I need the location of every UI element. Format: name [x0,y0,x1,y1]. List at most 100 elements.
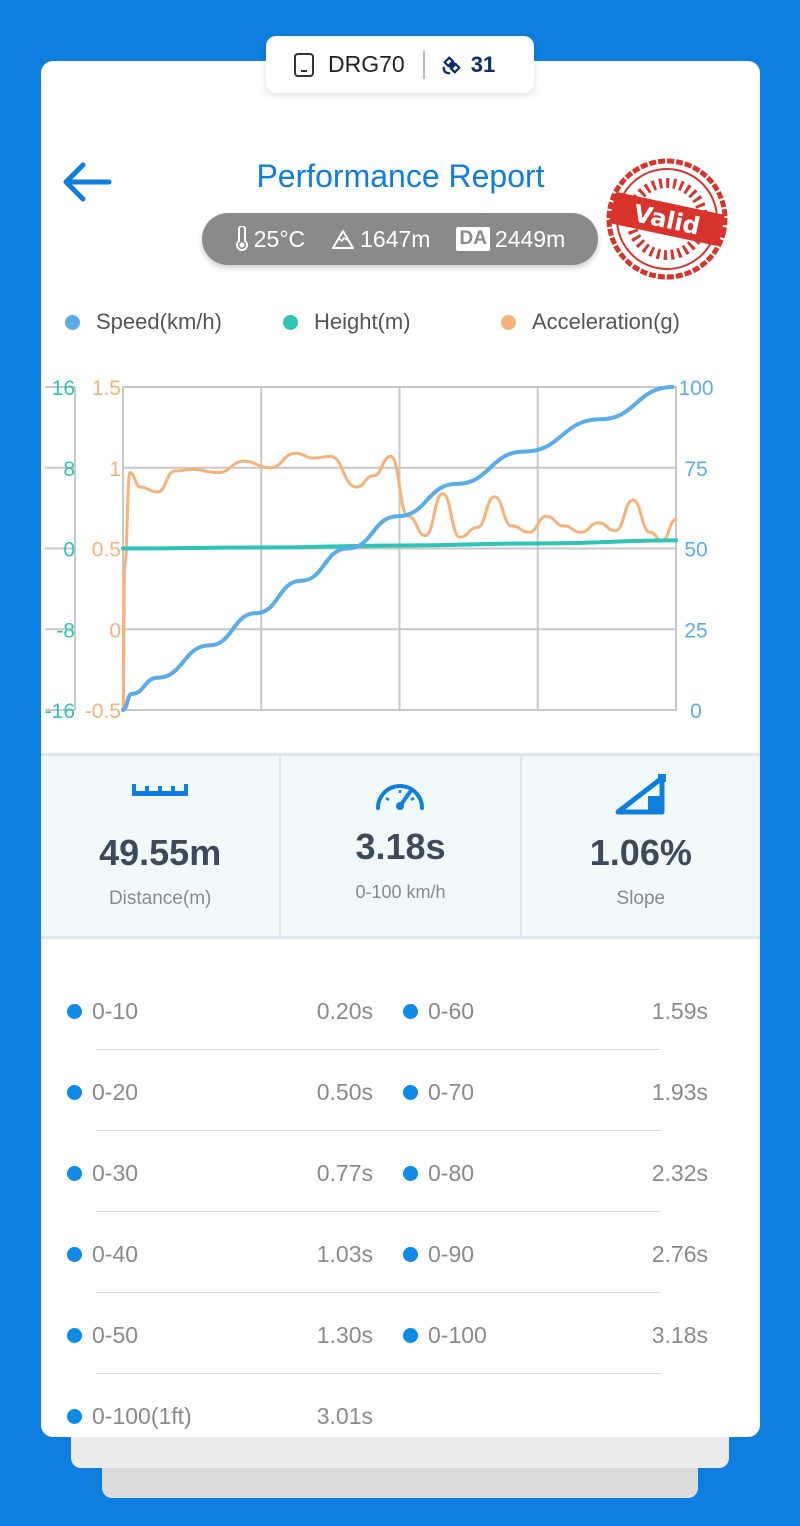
acceleration-tick-label: 1 [109,458,121,481]
split-time: 2.32s [651,1160,708,1186]
slope-icon [615,774,666,815]
list-item: 0-10 0.20s 0-60 1.59s [41,981,760,1062]
list-item: 0-20 0.50s 0-70 1.93s [41,1062,760,1143]
list-item: 0-100(1ft) 3.01s [41,1386,760,1437]
acceleration-series-line [121,451,678,712]
bullet-dot [403,1165,418,1181]
legend-item-acceleration[interactable]: Acceleration(g) [501,309,680,335]
metrics-panel: 49.55m Distance(m) 3.18s 0-100 km/h 1.06… [41,753,760,939]
split-range: 0-50 [92,1321,139,1348]
bullet-dot [67,1003,82,1019]
device-status-pill[interactable]: DRG70 31 [266,36,534,93]
bullet-dot [403,1084,418,1100]
split-range: 0-100 [428,1321,487,1348]
split-time: 0.77s [316,1160,373,1186]
density-altitude-value: 2449m [494,225,566,252]
divider [96,1292,661,1293]
legend-dot-acceleration [501,314,516,330]
split-left: 0-40 [67,1224,138,1284]
back-arrow-icon[interactable] [59,157,115,207]
bullet-dot [67,1165,82,1181]
list-item: 0-30 0.77s 0-80 2.32s [41,1143,760,1224]
speed-series-line [121,385,675,712]
split-right: 0-90 [403,1224,474,1284]
split-range: 0-40 [92,1240,139,1267]
bullet-dot [403,1246,418,1262]
split-time: 0.20s [316,998,373,1024]
satellite-count: 31 [470,51,496,77]
split-range: 0-90 [428,1240,475,1267]
split-right: 0-80 [403,1143,474,1203]
split-range: 0-30 [92,1159,139,1186]
split-range: 0-100(1ft) [92,1402,192,1429]
page-title: Performance Report [256,158,545,194]
height-tick-label: -8 [56,619,75,642]
split-right: 0-100 [403,1305,487,1365]
split-time: 1.03s [316,1241,373,1267]
split-time: 1.59s [651,998,708,1024]
legend-item-speed[interactable]: Speed(km/h) [65,309,222,335]
temperature: 25°C [235,226,305,253]
list-item: 0-50 1.30s 0-100 3.18s [41,1305,760,1386]
valid-stamp-icon: Valid [606,158,728,280]
divider [96,1211,661,1212]
metric-value: 49.55m [99,832,222,873]
chart-tick-labels: 16 8 0 -8 -16 1.5 1 0.5 0 -0.5 100 75 50 25 0 [45,377,714,719]
legend-label-height: Height(m) [314,309,411,334]
list-item: 0-40 1.03s 0-90 2.76s [41,1224,760,1305]
mountain-icon [332,230,355,249]
altitude-value: 1647m [360,225,431,252]
stamp-text: Valid [631,199,702,240]
split-time: 3.01s [316,1403,373,1429]
divider [422,50,425,79]
legend-item-height[interactable]: Height(m) [283,309,411,335]
bullet-dot [67,1327,82,1343]
split-left: 0-10 [67,981,138,1041]
height-tick-label: 16 [52,377,75,400]
split-time: 1.93s [651,1079,708,1105]
acceleration-tick-label: -0.5 [85,700,121,719]
split-time: 3.18s [651,1322,708,1348]
temperature-value: 25°C [253,225,306,252]
metric-distance: 49.55m Distance(m) [41,756,279,936]
speed-tick-label: 75 [684,458,707,481]
bullet-dot [403,1327,418,1343]
legend-label-acceleration: Acceleration(g) [532,309,680,334]
split-time: 1.30s [316,1322,373,1348]
split-range: 0-80 [428,1159,475,1186]
height-tick-label: 0 [63,539,75,562]
metric-label: 0-100 km/h [355,882,446,902]
split-right: 0-60 [403,981,474,1041]
metric-label: Slope [616,888,666,909]
bullet-dot [403,1003,418,1019]
acceleration-tick-label: 0.5 [92,539,121,562]
satellite-icon [442,55,461,74]
report-card: Performance Report 25°C 1647m DA 2449m [41,61,760,1437]
split-range: 0-10 [92,997,139,1024]
bullet-dot [67,1246,82,1262]
bullet-dot [67,1408,82,1424]
split-left: 0-20 [67,1062,138,1122]
speed-tick-label: 25 [684,619,707,642]
performance-chart[interactable]: 16 8 0 -8 -16 1.5 1 0.5 0 -0.5 100 75 50 25 0 [41,359,760,719]
split-range: 0-60 [428,997,475,1024]
legend-label-speed: Speed(km/h) [96,309,222,334]
metric-slope: 1.06% Slope [519,756,760,936]
acceleration-tick-label: 1.5 [92,377,121,400]
height-series-line [121,538,678,551]
density-altitude: DA 2449m [456,226,565,253]
split-left: 0-30 [67,1143,138,1203]
split-right: 0-70 [403,1062,474,1122]
speed-tick-label: 50 [684,539,707,562]
density-altitude-badge: DA [456,227,490,251]
speed-tick-label: 100 [678,377,713,400]
speed-tick-label: 0 [690,700,702,719]
metric-label: Distance(m) [108,888,212,909]
split-range: 0-70 [428,1078,475,1105]
speedometer-icon [376,784,425,810]
conditions-pill: 25°C 1647m DA 2449m [202,213,598,265]
split-time: 0.50s [316,1079,373,1105]
chart-series [121,385,678,712]
ruler-icon [132,784,189,796]
metric-value: 3.18s [355,826,446,867]
